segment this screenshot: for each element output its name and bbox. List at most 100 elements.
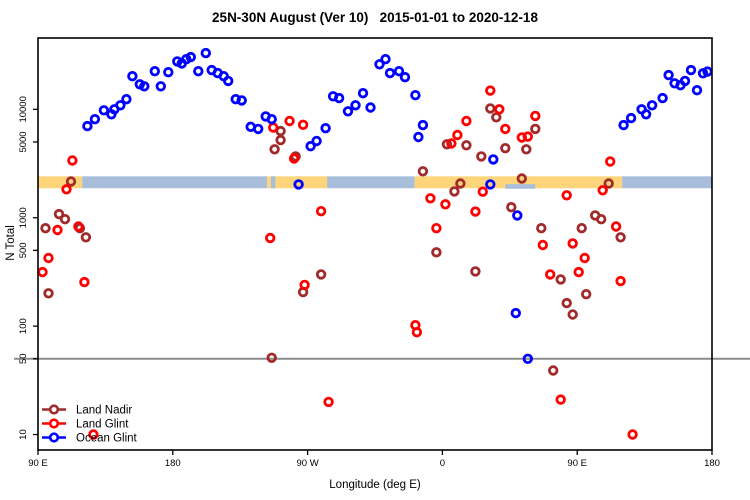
data-point [323, 396, 334, 408]
data-point [470, 266, 481, 277]
data-point [88, 429, 99, 440]
data-point [537, 239, 548, 251]
y-tick-label: 100 [18, 318, 29, 334]
data-point [67, 155, 78, 166]
data-point [266, 352, 277, 363]
data-points-layer [37, 47, 713, 440]
data-point [288, 153, 300, 164]
data-point [417, 119, 429, 131]
data-point [477, 186, 488, 197]
data-point [561, 297, 572, 309]
data-point [516, 132, 527, 143]
data-point [82, 120, 93, 132]
x-tick-label: 90 W [297, 458, 319, 469]
data-point [374, 59, 385, 70]
data-point [522, 131, 533, 142]
data-point [627, 429, 638, 440]
data-point [685, 64, 697, 76]
data-point [440, 199, 451, 210]
data-point [545, 269, 556, 280]
data-point [40, 222, 51, 234]
data-point [425, 193, 436, 204]
data-point [163, 66, 174, 78]
data-point [581, 289, 592, 300]
data-point [413, 131, 424, 143]
x-tick-label: 90 E [28, 458, 48, 469]
band-segment-land [38, 176, 83, 189]
legend-label: Land Glint [76, 419, 129, 431]
data-point [275, 134, 286, 146]
data-point [139, 81, 150, 92]
data-point [561, 190, 572, 201]
data-point [500, 142, 511, 154]
data-point [80, 232, 92, 243]
data-point [333, 92, 345, 104]
data-point [605, 156, 616, 167]
data-point [399, 71, 411, 83]
data-point [127, 70, 138, 82]
data-point [315, 205, 327, 217]
data-point [510, 307, 521, 319]
data-point [663, 69, 674, 81]
y-tick-label: 50 [18, 353, 29, 364]
data-point [265, 232, 276, 244]
data-point [222, 75, 234, 87]
data-point [155, 81, 166, 92]
data-point [512, 210, 523, 221]
data-point [236, 95, 247, 106]
data-point [530, 110, 541, 122]
data-point [115, 100, 126, 111]
data-point [410, 89, 421, 101]
data-point [596, 213, 607, 225]
data-point [530, 123, 541, 135]
data-point [268, 122, 279, 133]
data-point [470, 206, 481, 217]
legend-item-land-glint: Land Glint [42, 418, 129, 431]
data-point [494, 104, 505, 115]
data-point [297, 119, 309, 130]
data-point [516, 173, 527, 184]
data-point [98, 105, 110, 116]
data-point [384, 67, 396, 79]
data-point [417, 166, 429, 177]
data-point [284, 115, 295, 127]
data-point [521, 144, 532, 155]
data-point [121, 93, 132, 105]
data-point [485, 179, 496, 190]
data-point [657, 92, 668, 104]
series-ocean-glint [82, 47, 713, 364]
y-tick-label: 10000 [18, 96, 29, 122]
data-point [500, 123, 511, 135]
band-segment-ocean [622, 176, 712, 189]
data-point [311, 135, 322, 147]
data-point [618, 119, 629, 131]
data-point [452, 129, 463, 141]
data-point [476, 151, 487, 162]
data-point [491, 112, 502, 123]
legend-marker [48, 404, 60, 415]
legend-label: Ocean Glint [76, 433, 138, 445]
data-point [53, 208, 65, 220]
data-point [646, 100, 658, 111]
data-point [411, 327, 423, 338]
band-fragment-ocean [505, 184, 536, 189]
data-point [610, 221, 622, 232]
data-point [89, 113, 101, 125]
data-point [61, 184, 72, 195]
data-point [365, 102, 376, 113]
data-point [555, 394, 566, 405]
data-point [488, 154, 499, 165]
y-tick-label: 500 [18, 242, 29, 258]
data-point [603, 178, 614, 189]
plot-border [37, 37, 713, 451]
y-tick-label: 1000 [18, 207, 29, 228]
data-point [73, 221, 84, 232]
data-point [536, 222, 547, 234]
data-point [597, 185, 608, 196]
data-point [455, 178, 466, 189]
data-point [555, 274, 566, 285]
data-point [506, 201, 517, 213]
data-point [431, 222, 442, 234]
data-point [43, 288, 54, 299]
data-point [52, 224, 63, 236]
